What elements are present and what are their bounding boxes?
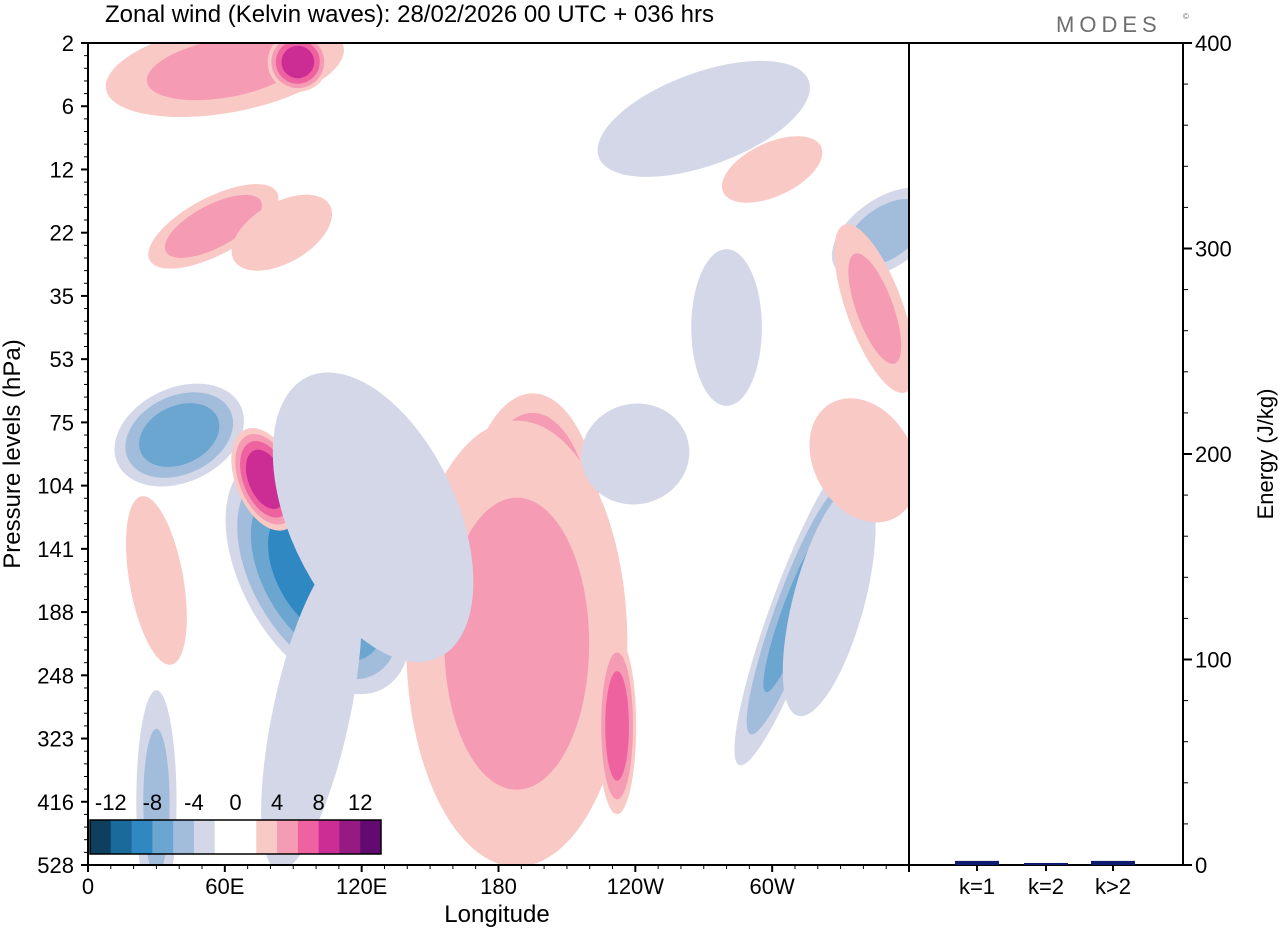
colorbar-swatch (297, 820, 320, 854)
x-tick-label: 0 (82, 874, 94, 899)
contour-level--2 (581, 403, 690, 505)
wind-anomaly-westerly-23 (721, 136, 823, 203)
contour-level-2 (125, 496, 187, 665)
y-tick-label: 141 (37, 537, 74, 562)
colorbar-swatch (193, 820, 216, 854)
colorbar-swatch (173, 820, 195, 854)
contour-level-2 (231, 194, 333, 271)
energy-axis-label: Energy (J/kg) (1253, 389, 1278, 520)
wind-anomaly-easterly-2 (114, 383, 244, 487)
wind-anomaly-easterly-24 (581, 403, 690, 505)
colorbar-label: -4 (184, 790, 204, 815)
wind-anomaly-westerly-22 (809, 398, 909, 523)
brand-copyright-mark: © (1183, 12, 1189, 21)
colorbar-swatch (256, 820, 278, 854)
wind-anomaly-westerly-20 (267, 43, 329, 92)
contour-level--2 (261, 556, 362, 865)
chart-title: Zonal wind (Kelvin waves): 28/02/2026 00… (105, 1, 714, 28)
colorbar: -12 -8 -4 0 4 8 12 (89, 790, 382, 855)
y-axis-label: Pressure levels (hPa) (0, 339, 26, 568)
colorbar-swatch (214, 820, 236, 854)
colorbar-swatch (235, 820, 257, 854)
contour-level--2 (597, 60, 810, 177)
y-tick-label: 53 (50, 347, 74, 372)
y-tick-label: 528 (37, 853, 74, 878)
wind-anomaly-westerly-10 (231, 194, 333, 271)
colorbar-swatch (318, 820, 340, 854)
energy-tick-label: 400 (1195, 31, 1232, 56)
colorbar-swatch (277, 820, 299, 854)
colorbar-swatch (339, 820, 361, 854)
y-tick-label: 22 (50, 221, 74, 246)
y-tick-label: 416 (37, 790, 74, 815)
colorbar-swatch (360, 820, 382, 854)
y-tick-label: 2 (62, 31, 74, 56)
contour-level-4 (848, 253, 902, 364)
wind-anomaly-easterly-18 (597, 60, 810, 177)
y-tick-label: 104 (37, 474, 74, 499)
energy-tick-label: 200 (1195, 442, 1232, 467)
colorbar-label: -8 (143, 790, 163, 815)
wind-anomaly-easterly-8 (782, 482, 876, 717)
x-tick-label: 60W (750, 874, 795, 899)
wind-anomaly-westerly-16 (597, 637, 637, 815)
x-tick-label: 60E (205, 874, 244, 899)
colorbar-label: 4 (271, 790, 283, 815)
colorbar-label: 12 (348, 790, 372, 815)
y-tick-label: 75 (50, 410, 74, 435)
wind-anomaly-easterly-17 (272, 372, 474, 663)
energy-category-label: k=2 (1028, 874, 1064, 899)
x-axis-label: Longitude (444, 901, 549, 928)
colorbar-label: -12 (95, 790, 127, 815)
contour-level-4 (444, 497, 590, 790)
brand-logo: MODES (1056, 12, 1162, 37)
energy-category-label: k=1 (959, 874, 995, 899)
wind-anomaly-westerly-13 (834, 224, 909, 393)
energy-bar-1 (955, 860, 999, 865)
y-tick-label: 248 (37, 663, 74, 688)
wind-anomaly-easterly-11 (691, 249, 762, 406)
wind-field (88, 43, 909, 865)
colorbar-label: 0 (229, 790, 241, 815)
colorbar-swatch (90, 820, 112, 854)
y-tick-label: 188 (37, 600, 74, 625)
y-tick-label: 35 (50, 284, 74, 309)
contour-level-2 (721, 136, 823, 203)
x-tick-label: 120E (336, 874, 387, 899)
contour-level-4 (164, 194, 262, 258)
contour-level--2 (272, 372, 474, 663)
energy-tick-label: 100 (1195, 648, 1232, 673)
y-tick-label: 323 (37, 727, 74, 752)
colorbar-label: 8 (313, 790, 325, 815)
contour-level-2 (809, 398, 909, 523)
colorbar-swatch (110, 820, 133, 854)
contour-level--2 (691, 249, 762, 406)
energy-tick-label: 300 (1195, 237, 1232, 262)
colorbar-frame (89, 819, 382, 855)
contour-level-6 (605, 671, 629, 781)
colorbar-swatch (152, 820, 174, 854)
y-tick-label: 12 (50, 157, 74, 182)
y-tick-label: 6 (62, 94, 74, 119)
contour-level-8 (281, 45, 315, 79)
energy-category-label: k>2 (1095, 874, 1131, 899)
wind-anomaly-westerly-21 (125, 496, 187, 665)
contour-level-4 (146, 43, 303, 101)
contour-level--6 (139, 403, 220, 467)
energy-bar-2 (1024, 862, 1068, 865)
x-tick-label: 180 (480, 874, 517, 899)
x-tick-label: 120W (607, 874, 665, 899)
colorbar-swatch (131, 820, 153, 854)
energy-frame (908, 42, 1184, 866)
wind-anomaly-easterly-14 (261, 556, 362, 865)
wind-anomaly-westerly-9 (148, 184, 279, 269)
energy-panel: 0 100 200 300 400 k=1 k=2 k>2 (908, 31, 1232, 899)
energy-bar-3 (1091, 860, 1135, 865)
energy-tick-label: 0 (1195, 853, 1207, 878)
contour-level--2 (782, 482, 876, 717)
